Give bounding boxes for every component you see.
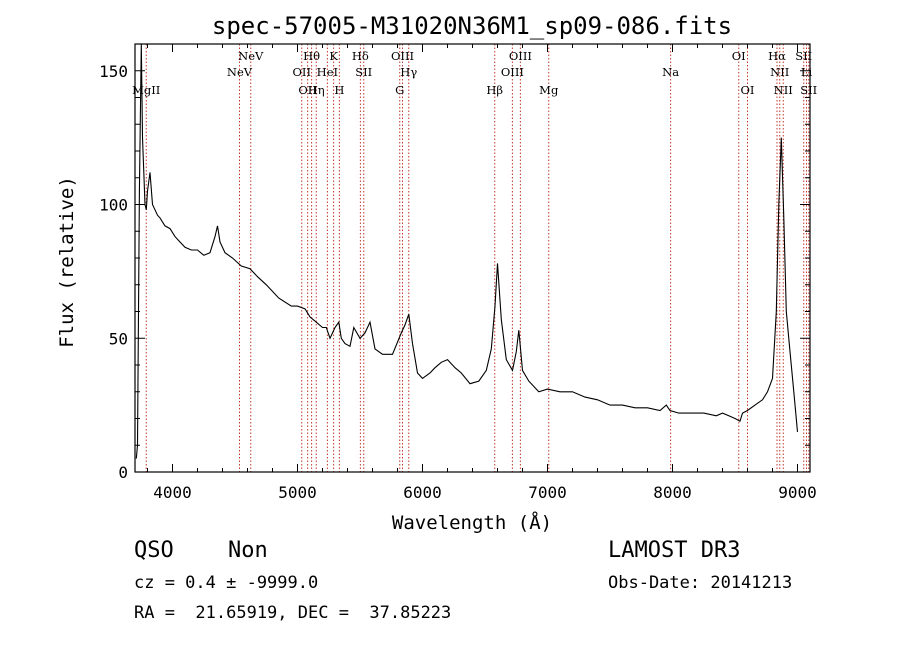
survey-name: LAMOST DR3 — [608, 538, 741, 563]
plot-frame — [134, 43, 811, 473]
emission-line-label: Hη — [308, 83, 325, 97]
flux-series-line — [135, 43, 799, 459]
emission-line-label: OII — [298, 83, 317, 97]
redshift-cz: cz = 0.4 ± -9999.0 — [134, 573, 319, 593]
emission-line-label: H — [334, 83, 344, 97]
x-tick-label: 6000 — [403, 483, 442, 502]
emission-line-label: SII — [355, 65, 372, 79]
emission-line-label: NII — [770, 65, 789, 79]
spectrum-chart: spec-57005-M31020N36M1_sp09-086.fits Flu… — [56, 12, 817, 534]
emission-line-label: Hα — [768, 49, 786, 63]
emission-line-label: Na — [662, 65, 679, 79]
x-tick-label: 4000 — [153, 483, 192, 502]
y-tick-label: 50 — [109, 329, 128, 348]
emission-line-label: Hδ — [352, 49, 369, 63]
emission-line-label: G — [395, 83, 404, 97]
coordinates: RA = 21.65919, DEC = 37.85223 — [134, 603, 452, 623]
y-tick-label: 150 — [99, 62, 128, 81]
x-tick-label: 7000 — [528, 483, 567, 502]
emission-line-label: SII — [800, 83, 817, 97]
observation-date: Obs-Date: 20141213 — [608, 573, 793, 593]
x-tick-label: 9000 — [778, 483, 817, 502]
emission-line-label: OII — [292, 65, 311, 79]
emission-line-label: OI — [732, 49, 746, 63]
emission-line-label: OIII — [509, 49, 532, 63]
emission-line-label: NeV — [227, 65, 253, 79]
emission-line-label: Hβ — [486, 83, 503, 97]
emission-line-label: Hγ — [400, 65, 417, 79]
emission-line-label: HeI — [317, 65, 338, 79]
x-axis-label: Wavelength (Å) — [392, 511, 552, 534]
y-axis-label: Flux (relative) — [56, 176, 78, 348]
x-tick-label: 8000 — [653, 483, 692, 502]
object-class: QSO — [134, 538, 174, 563]
y-tick-label: 100 — [99, 196, 128, 215]
emission-line-label: K — [329, 49, 338, 63]
emission-line-label: NeV — [238, 49, 264, 63]
emission-line-label: Hθ — [303, 49, 320, 63]
emission-line-label: OIII — [391, 49, 414, 63]
emission-line-labels: MgII NeV NeV OII OII Hθ Hη HeI K H Hδ SII G OIII Hγ Hβ O… — [132, 49, 817, 97]
emission-line-label: Mg — [539, 83, 559, 97]
emission-line-label: Li — [801, 65, 813, 79]
y-tick-label: 0 — [118, 463, 128, 482]
chart-title: spec-57005-M31020N36M1_sp09-086.fits — [212, 12, 732, 40]
emission-line-label: OI — [741, 83, 755, 97]
emission-line-label: OIII — [501, 65, 524, 79]
emission-line-markers — [145, 44, 810, 472]
emission-line-label: MgII — [132, 83, 160, 97]
x-tick-label: 5000 — [278, 483, 317, 502]
emission-line-label: NII — [774, 83, 793, 97]
axis-ticks: 4000 5000 6000 7000 8000 9000 0 50 100 150 — [99, 44, 817, 502]
object-subclass: Non — [228, 538, 268, 563]
emission-line-label: SII — [795, 49, 812, 63]
